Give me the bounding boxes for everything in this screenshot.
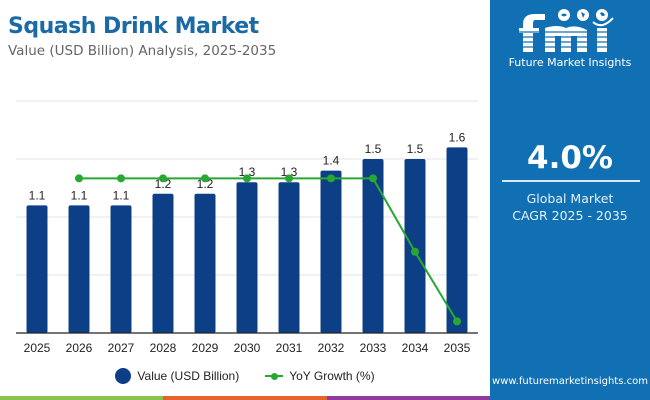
bar-label-2029: 1.2 [197,177,214,191]
x-tick-2027: 2027 [108,341,135,355]
bar-2029[interactable] [194,193,216,333]
bar-label-2026: 1.1 [71,188,88,202]
x-tick-2028: 2028 [150,341,177,355]
legend: Value (USD Billion) YoY Growth (%) [0,368,490,384]
bar-label-2033: 1.5 [365,142,382,156]
bar-2031[interactable] [278,182,300,333]
strip-purple [326,396,490,400]
yoy-point-2026[interactable] [75,174,83,183]
bar-label-2030: 1.3 [239,165,256,179]
bar-2032[interactable] [320,170,342,333]
x-tick-2032: 2032 [318,341,345,355]
bar-2025[interactable] [26,205,48,333]
strip-green [0,396,164,400]
x-tick-2030: 2030 [234,341,261,355]
legend-item-yoy[interactable]: YoY Growth (%) [265,369,375,383]
bar-2034[interactable] [404,159,426,333]
bar-label-2031: 1.3 [281,165,298,179]
yoy-point-2032[interactable] [327,174,335,183]
bar-label-2034: 1.5 [407,142,424,156]
website-link[interactable]: www.futuremarketinsights.com [492,376,648,387]
bar-2026[interactable] [68,205,90,333]
bar-label-2025: 1.1 [29,188,46,202]
legend-bar-swatch [115,368,132,384]
yoy-line [79,177,458,322]
x-tick-2034: 2034 [402,341,429,355]
yoy-point-2033[interactable] [369,174,377,183]
fmi-logo [517,9,617,52]
yoy-point-2035[interactable] [453,317,461,326]
legend-label-value: Value (USD Billion) [137,369,240,383]
cagr-label: Global Market CAGR 2025 - 2035 [490,190,650,224]
bar-series [26,147,468,333]
bar-label-2032: 1.4 [323,154,340,168]
cagr-label-line2: CAGR 2025 - 2035 [512,208,628,223]
bar-data-labels: 1.1 1.1 1.1 1.2 1.2 1.3 1.3 1.4 1.5 1.5 1.6 [29,130,466,202]
side-panel: Future Market Insights 4.0% Global Marke… [490,0,650,400]
yoy-point-2034[interactable] [411,247,419,256]
bar-label-2027: 1.1 [113,188,130,202]
bar-2030[interactable] [236,182,258,333]
legend-item-value[interactable]: Value (USD Billion) [115,368,239,384]
bar-2035[interactable] [446,147,468,333]
x-tick-2031: 2031 [276,341,303,355]
yoy-point-2028[interactable] [159,174,167,183]
cagr-divider [502,180,640,182]
legend-label-yoy: YoY Growth (%) [289,369,375,383]
x-tick-2025: 2025 [24,341,51,355]
x-tick-2026: 2026 [66,341,93,355]
bar-line-chart: 1.1 1.1 1.11.2 1.21.3 1.31.41.5 1.51.6 2025 20… [16,100,478,355]
legend-line-swatch [265,372,284,380]
yoy-point-2030[interactable] [243,174,251,183]
logo-subtitle: Future Market Insights [508,56,632,69]
bottom-color-strip [0,396,490,400]
strip-orange [163,396,327,400]
yoy-point-2029[interactable] [201,174,209,183]
bar-2027[interactable] [110,205,132,333]
x-tick-2035: 2035 [444,341,471,355]
cagr-value: 4.0% [527,140,613,176]
x-tick-2033: 2033 [360,341,387,355]
cagr-label-line1: Global Market [526,191,614,206]
chart-subtitle: Value (USD Billion) Analysis, 2025-2035 [8,43,277,59]
bar-label-2035: 1.6 [449,130,466,144]
x-tick-labels: 2025 2026 2027 2028 2029 2030 2031 2032 2033 2034… [24,341,471,355]
bar-2028[interactable] [152,193,174,333]
yoy-line-series [75,174,461,326]
yoy-point-2031[interactable] [285,174,293,183]
yoy-point-2027[interactable] [117,174,125,183]
bar-2033[interactable] [362,159,384,333]
x-tick-2029: 2029 [192,341,219,355]
bar-label-2028: 1.2 [155,177,172,191]
chart-title: Squash Drink Market [8,14,259,39]
